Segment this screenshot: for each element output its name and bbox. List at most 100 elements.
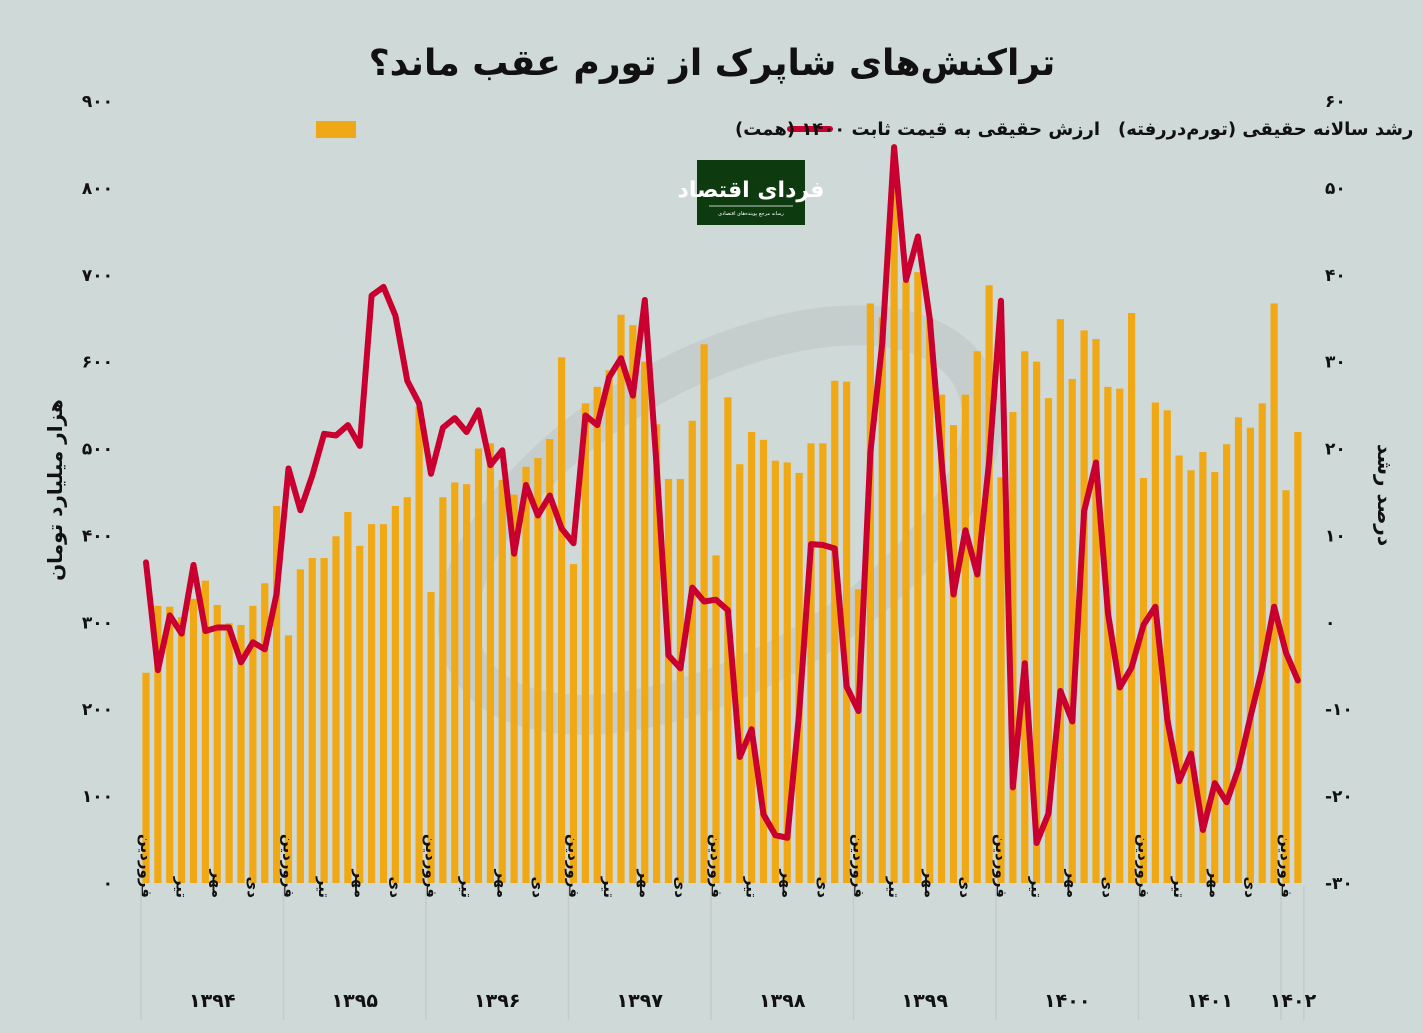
x-tick-label: تیر — [600, 876, 618, 898]
bar — [949, 425, 958, 883]
y-left-tick-label: ۹۰۰ — [82, 92, 113, 112]
x-tick-label: فروردین — [850, 834, 868, 898]
x-tick-label: فروردین — [565, 834, 583, 898]
bar — [296, 569, 304, 883]
x-tick-label: فروردین — [137, 834, 155, 898]
bar — [973, 351, 981, 883]
x-tick-label: فروردین — [1277, 834, 1295, 898]
bar — [415, 406, 423, 883]
x-tick-label: تیر — [1170, 876, 1188, 898]
x-tick-label: مهر — [921, 868, 939, 898]
y-right-tick-label: ۳۰ — [1325, 353, 1346, 373]
bar — [759, 439, 768, 883]
bar — [926, 319, 934, 883]
x-tick-label: دی — [529, 877, 547, 899]
year-label: ۱۴۰۲ — [1270, 990, 1317, 1012]
x-tick-label: فروردین — [1135, 834, 1153, 898]
x-tick-label: تیر — [173, 876, 191, 898]
bar — [439, 497, 447, 883]
y-right-tick-label: ۰ — [1325, 613, 1335, 633]
y-right-tick-label: ۱۰ — [1325, 526, 1346, 546]
y-right-tick-label: ۲۰ — [1325, 440, 1346, 460]
bar — [712, 555, 720, 883]
bar — [332, 536, 340, 883]
year-label: ۱۳۹۶ — [474, 990, 520, 1012]
x-tick-label: تیر — [743, 876, 761, 898]
x-tick-label: تیر — [458, 876, 476, 898]
bar — [1282, 490, 1290, 883]
bar — [558, 357, 566, 883]
bar — [831, 380, 839, 883]
chart-title: تراکنش‌های شاپرک از تورم عقب ماند؟ — [369, 43, 1055, 84]
bar — [368, 524, 376, 883]
y-right-tick-label: -۱۰ — [1325, 700, 1353, 720]
y-left-tick-label: ۱۰۰ — [82, 787, 113, 807]
bar — [391, 505, 399, 883]
bar — [403, 497, 411, 883]
bar — [486, 443, 494, 883]
x-tick-label: دی — [1099, 877, 1117, 899]
x-tick-label: تیر — [1028, 876, 1046, 898]
y-left-tick-label: ۴۰۰ — [82, 526, 113, 546]
x-tick-label: دی — [671, 877, 689, 899]
bar — [807, 443, 815, 883]
y-left-tick-label: ۳۰۰ — [82, 613, 113, 633]
y-left-tick-label: ۵۰۰ — [82, 440, 113, 460]
x-tick-label: فروردین — [422, 834, 440, 898]
x-tick-label: مهر — [1206, 868, 1224, 898]
bar — [878, 317, 886, 883]
growth-line — [143, 144, 1301, 846]
bar — [273, 505, 281, 883]
bar — [1104, 386, 1112, 883]
bar — [581, 403, 589, 883]
bar — [1163, 410, 1171, 883]
year-label: ۱۳۹۴ — [189, 990, 235, 1012]
bar — [1258, 403, 1266, 883]
line-series — [143, 144, 1301, 846]
logo-text: فردای اقتصاد — [678, 178, 825, 203]
x-tick-label: دی — [956, 877, 974, 899]
bar — [843, 381, 851, 883]
legend: رشد سالانه حقیقی (تورم‌دررفته) ارزش حقیق… — [316, 119, 1413, 140]
year-label: ۱۳۹۸ — [759, 990, 806, 1012]
bar — [664, 478, 673, 883]
x-tick-label: فروردین — [992, 834, 1010, 898]
bar — [866, 303, 874, 883]
y-axis-left-label: هزار میلیارد تومان — [43, 399, 67, 581]
x-tick-label: مهر — [778, 868, 796, 898]
bar — [902, 281, 910, 883]
bar — [1199, 452, 1207, 883]
x-tick-label: تیر — [885, 876, 903, 898]
bar — [593, 386, 601, 883]
legend-bar-swatch — [316, 121, 356, 138]
bar — [1139, 478, 1148, 883]
bar — [225, 623, 233, 883]
bar — [771, 460, 779, 883]
bar — [1187, 470, 1195, 883]
bar — [997, 477, 1005, 883]
bar — [653, 424, 661, 883]
legend-line-label: رشد سالانه حقیقی (تورم‌دررفته) — [1118, 119, 1413, 140]
bar — [522, 466, 530, 883]
x-tick-label: مهر — [1063, 868, 1081, 898]
bar-series — [142, 190, 1302, 884]
x-tick-label: تیر — [315, 876, 333, 898]
bar — [1092, 339, 1100, 883]
bar — [569, 564, 578, 883]
bar — [1021, 351, 1029, 883]
bar — [261, 583, 269, 883]
bar — [890, 190, 898, 884]
bar — [1056, 319, 1064, 883]
bar — [1151, 402, 1159, 883]
y-left-tick-label: ۷۰۰ — [82, 266, 113, 286]
bar — [344, 511, 352, 883]
y-axis-right-label: درصد رشد — [1373, 444, 1397, 546]
bar — [748, 432, 756, 883]
bar — [783, 462, 791, 883]
bar — [1211, 472, 1219, 883]
y-left-tick-label: ۶۰۰ — [82, 353, 113, 373]
bar — [474, 448, 483, 883]
bar — [1068, 379, 1076, 883]
bar — [1009, 412, 1017, 883]
bar — [249, 605, 257, 883]
